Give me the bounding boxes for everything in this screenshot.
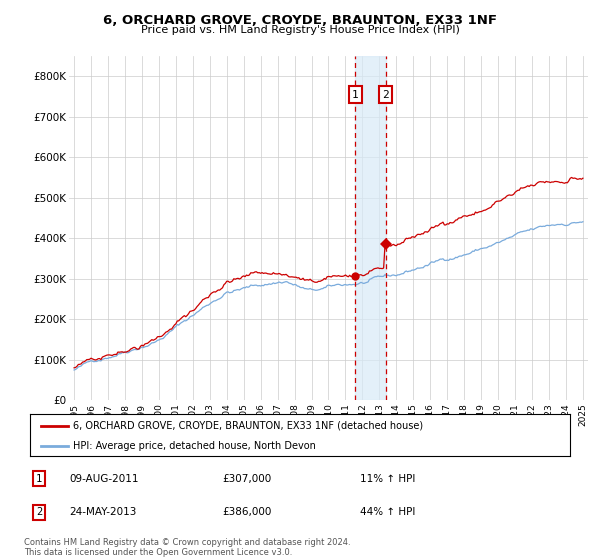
Text: 2: 2 — [382, 90, 389, 100]
Text: £386,000: £386,000 — [222, 507, 271, 517]
Text: 6, ORCHARD GROVE, CROYDE, BRAUNTON, EX33 1NF: 6, ORCHARD GROVE, CROYDE, BRAUNTON, EX33… — [103, 14, 497, 27]
Text: 09-AUG-2011: 09-AUG-2011 — [69, 474, 139, 484]
Text: Contains HM Land Registry data © Crown copyright and database right 2024.
This d: Contains HM Land Registry data © Crown c… — [24, 538, 350, 557]
Text: 1: 1 — [36, 474, 42, 484]
Text: 44% ↑ HPI: 44% ↑ HPI — [360, 507, 415, 517]
Text: 6, ORCHARD GROVE, CROYDE, BRAUNTON, EX33 1NF (detached house): 6, ORCHARD GROVE, CROYDE, BRAUNTON, EX33… — [73, 421, 424, 431]
Bar — [355, 56, 386, 400]
Text: 11% ↑ HPI: 11% ↑ HPI — [360, 474, 415, 484]
Text: HPI: Average price, detached house, North Devon: HPI: Average price, detached house, Nort… — [73, 441, 316, 451]
Text: £307,000: £307,000 — [222, 474, 271, 484]
Text: Price paid vs. HM Land Registry's House Price Index (HPI): Price paid vs. HM Land Registry's House … — [140, 25, 460, 35]
Text: 2: 2 — [36, 507, 42, 517]
Text: 1: 1 — [352, 90, 359, 100]
Text: 24-MAY-2013: 24-MAY-2013 — [69, 507, 136, 517]
